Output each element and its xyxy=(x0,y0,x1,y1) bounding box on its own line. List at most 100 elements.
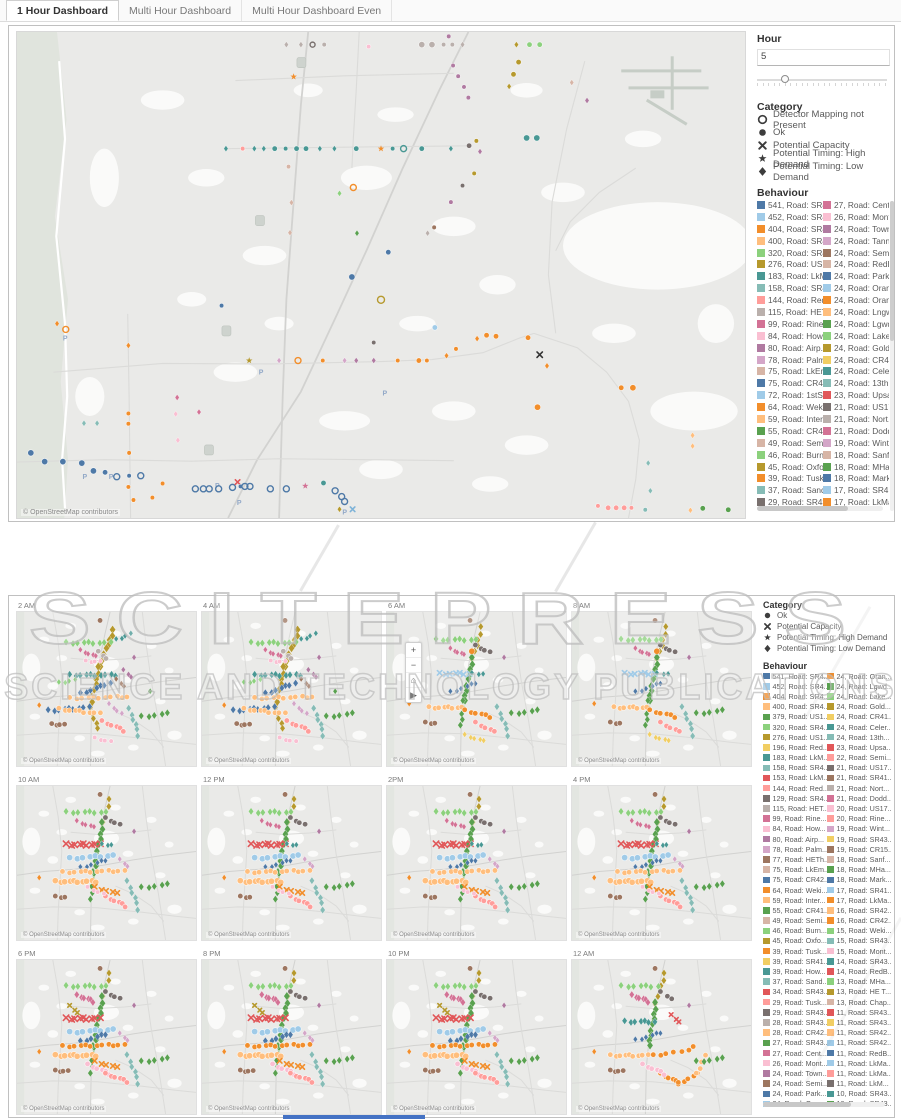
behaviour-legend-item[interactable]: 21, Road: Dodd... xyxy=(827,793,891,803)
category-legend-item[interactable]: Potential Timing: Low Demand xyxy=(757,161,888,183)
behaviour-legend-item[interactable]: 10, Road: SR43... xyxy=(827,1089,891,1099)
behaviour-legend-item[interactable]: 24, Road: Park... xyxy=(763,1089,827,1099)
behaviour-legend-item[interactable]: 11, Road: SR42... xyxy=(827,1038,891,1048)
behaviour-legend-item[interactable]: 24, Road: Gold... xyxy=(827,702,891,712)
behaviour-legend-item[interactable]: 153, Road: LkM... xyxy=(763,773,827,783)
behaviour-legend-item[interactable]: 13, Road: MHa... xyxy=(827,977,891,987)
map-canvas[interactable] xyxy=(202,960,381,1114)
behaviour-legend-item[interactable]: 24, Road: Tann... xyxy=(823,235,889,247)
behaviour-legend-item[interactable]: 452, Road: SR4... xyxy=(757,211,823,223)
behaviour-legend-item[interactable]: 17, Road: SR41... xyxy=(823,484,889,496)
hour-map-2pm[interactable]: © OpenStreetMap contributors xyxy=(386,785,567,941)
tab-1-hour-dashboard[interactable]: 1 Hour Dashboard xyxy=(6,0,120,21)
behaviour-legend-item[interactable]: 46, Road: Burn... xyxy=(757,449,823,461)
behaviour-legend-item[interactable]: 29, Road: SR43... xyxy=(763,1007,827,1017)
behaviour-legend-item[interactable]: 46, Road: Burn... xyxy=(763,926,827,936)
behaviour-legend-item[interactable]: 19, Road: CR15... xyxy=(827,844,891,854)
behaviour-legend-item[interactable]: 17, Road: LkMa... xyxy=(823,496,889,508)
behaviour-legend-item[interactable]: 13, Road: Chap... xyxy=(827,997,891,1007)
behaviour-legend-item[interactable]: 379, Road: US1... xyxy=(763,712,827,722)
hour-map-8pm[interactable]: © OpenStreetMap contributors xyxy=(201,959,382,1115)
scrollbar-thumb[interactable] xyxy=(763,1102,851,1107)
hour-map-8am[interactable]: © OpenStreetMap contributors xyxy=(571,611,752,767)
behaviour-legend-item[interactable]: 17, Road: LkMa... xyxy=(827,895,891,905)
behaviour-legend-item[interactable]: 320, Road: SR4... xyxy=(757,247,823,259)
behaviour-legend-item[interactable]: 17, Road: SR41... xyxy=(827,885,891,895)
behaviour-legend-item[interactable]: 24, Road: Lake... xyxy=(827,691,891,701)
scrollbar-thumb[interactable] xyxy=(890,201,894,341)
map-canvas[interactable] xyxy=(202,786,381,940)
behaviour-legend-item[interactable]: 16, Road: CR42... xyxy=(827,916,891,926)
behaviour-legend-item[interactable]: 16, Road: SR42... xyxy=(827,905,891,915)
behaviour-legend-item[interactable]: 115, Road: HET... xyxy=(763,803,827,813)
behaviour-legend-item[interactable]: 75, Road: LkEm... xyxy=(757,365,823,377)
behaviour-legend-item[interactable]: 24, Road: Town... xyxy=(823,223,889,235)
behaviour-legend-item[interactable]: 404, Road: SR4... xyxy=(763,691,827,701)
behaviour-legend-item[interactable]: 39, Road: Tusk... xyxy=(763,946,827,956)
behaviour-legend-item[interactable]: 49, Road: Semi... xyxy=(763,916,827,926)
hour-map-6pm[interactable]: © OpenStreetMap contributors xyxy=(16,959,197,1115)
behaviour-legend-item[interactable]: 29, Road: SR43... xyxy=(757,496,823,508)
behaviour-legend-item[interactable]: 22, Road: Semi... xyxy=(827,753,891,763)
behaviour-legend-item[interactable]: 27, Road: SR43... xyxy=(763,1038,827,1048)
behaviour-legend-item[interactable]: 11, Road: LkM... xyxy=(827,1079,891,1089)
hour-map-10pm[interactable]: © OpenStreetMap contributors xyxy=(386,959,567,1115)
behaviour-legend-item[interactable]: 18, Road: Mark... xyxy=(827,875,891,885)
behaviour-legend-item[interactable]: 276, Road: US1... xyxy=(763,732,827,742)
behaviour-legend-item[interactable]: 21, Road: US17... xyxy=(823,401,889,413)
behaviour-legend-item[interactable]: 144, Road: Red... xyxy=(757,294,823,306)
map-canvas[interactable] xyxy=(202,612,381,766)
zoom-in-button[interactable]: + xyxy=(406,643,421,658)
behaviour-legend-item[interactable]: 78, Road: Palm... xyxy=(763,844,827,854)
behaviour-legend-item[interactable]: 11, Road: RedB... xyxy=(827,1048,891,1058)
map-canvas[interactable] xyxy=(17,612,196,766)
behaviour-legend-item[interactable]: 183, Road: LkM... xyxy=(757,270,823,282)
category-legend-item[interactable]: Potential Timing: High Demand xyxy=(757,148,888,170)
hour-map-4pm[interactable]: © OpenStreetMap contributors xyxy=(571,785,752,941)
hour-slider[interactable] xyxy=(757,73,887,87)
hour-map-4am[interactable]: © OpenStreetMap contributors xyxy=(201,611,382,767)
behaviour-legend-item[interactable]: 11, Road: SR43... xyxy=(827,1007,891,1017)
behaviour-legend-item[interactable]: 24, Road: Lngw... xyxy=(823,306,889,318)
behaviour-legend-item[interactable]: 27, Road: Cent... xyxy=(763,1048,827,1058)
behaviour-legend-item[interactable]: 144, Road: Red... xyxy=(763,783,827,793)
behaviour-legend-item[interactable]: 115, Road: HET... xyxy=(757,306,823,318)
behaviour-legend-item[interactable]: 158, Road: SR4... xyxy=(757,282,823,294)
behaviour-legend-item[interactable]: 129, Road: SR4... xyxy=(763,793,827,803)
behaviour-legend-item[interactable]: 20, Road: Rine... xyxy=(827,814,891,824)
map-canvas[interactable] xyxy=(17,960,196,1114)
category-legend-item[interactable]: Potential Capacity xyxy=(763,621,892,632)
behaviour-legend-item[interactable]: 39, Road: SR41... xyxy=(763,956,827,966)
behaviour-legend-item[interactable]: 23, Road: Upsa... xyxy=(823,389,889,401)
behaviour-legend-item[interactable]: 24, Road: CR41... xyxy=(823,354,889,366)
legend-horizontal-scrollbar[interactable] xyxy=(757,506,883,511)
behaviour-legend-item[interactable]: 26, Road: Mont... xyxy=(823,211,889,223)
behaviour-legend-item[interactable]: 18, Road: Sanf... xyxy=(823,449,889,461)
hour-input[interactable]: 5 xyxy=(757,49,890,66)
behaviour-legend-item[interactable]: 39, Road: Tusk... xyxy=(757,472,823,484)
behaviour-legend-item[interactable]: 13, Road: HE T... xyxy=(827,987,891,997)
behaviour-legend-item[interactable]: 19, Road: Wint... xyxy=(823,437,889,449)
slider-handle[interactable] xyxy=(781,75,790,83)
behaviour-legend-item[interactable]: 80, Road: Airp... xyxy=(763,834,827,844)
behaviour-legend-item[interactable]: 24, Road: Semi... xyxy=(763,1079,827,1089)
hour-map-6am[interactable]: © OpenStreetMap contributors + − ⌂ ▶ xyxy=(386,611,567,767)
behaviour-legend-item[interactable]: 21, Road: Nort... xyxy=(823,413,889,425)
legend-vertical-scrollbar[interactable] xyxy=(890,201,894,511)
behaviour-legend-item[interactable]: 45, Road: Oxfo... xyxy=(757,461,823,473)
behaviour-legend-item[interactable]: 183, Road: LkM... xyxy=(763,753,827,763)
behaviour-legend-item[interactable]: 37, Road: Sand... xyxy=(763,977,827,987)
behaviour-legend-item[interactable]: 24, Road: Semi... xyxy=(823,247,889,259)
hour-map-2am[interactable]: © OpenStreetMap contributors xyxy=(16,611,197,767)
behaviour-legend-item[interactable]: 21, Road: Nort... xyxy=(827,783,891,793)
behaviour-legend-item[interactable]: 24, Road: Gold... xyxy=(823,342,889,354)
behaviour-legend-item[interactable]: 11, Road: SR42... xyxy=(827,1028,891,1038)
behaviour-legend-item[interactable]: 276, Road: US1... xyxy=(757,258,823,270)
pan-button[interactable]: ▶ xyxy=(410,689,417,700)
behaviour-legend-item[interactable]: 24, Road: Oran... xyxy=(827,671,891,681)
category-legend-item[interactable]: Detector Mapping not Present xyxy=(757,109,888,131)
behaviour-legend-item[interactable]: 64, Road: Weki... xyxy=(763,885,827,895)
behaviour-legend-item[interactable]: 37, Road: Sand... xyxy=(757,484,823,496)
